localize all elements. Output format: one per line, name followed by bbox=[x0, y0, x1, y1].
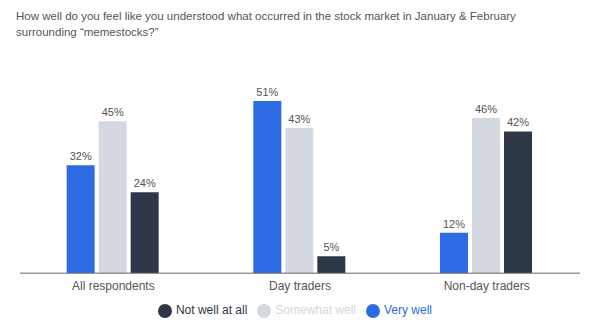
html-text:Not well at all: Not well at all bbox=[175, 303, 248, 318]
svg-text:45%: 45% bbox=[102, 106, 124, 118]
svg-text:46%: 46% bbox=[475, 103, 497, 115]
svg-text:All respondents: All respondents bbox=[72, 279, 155, 293]
svg-text:24%: 24% bbox=[134, 177, 156, 189]
svg-text:42%: 42% bbox=[507, 116, 529, 128]
svg-text:5%: 5% bbox=[323, 241, 339, 253]
svg-text:43%: 43% bbox=[288, 113, 310, 125]
html-text:How well do you feel like you: How well do you feel like you understood… bbox=[16, 10, 516, 22]
svg-text:51%: 51% bbox=[256, 86, 278, 98]
html-text:Somewhat well: Somewhat well bbox=[275, 303, 356, 318]
html-text:surrounding “memestocks?”: surrounding “memestocks?” bbox=[16, 26, 159, 38]
svg-text:Day traders: Day traders bbox=[269, 279, 331, 293]
html-text:Very well: Very well bbox=[384, 303, 432, 318]
svg-text:Non-day traders: Non-day traders bbox=[444, 279, 530, 293]
svg-text:32%: 32% bbox=[70, 150, 92, 162]
svg-text:12%: 12% bbox=[443, 218, 465, 230]
